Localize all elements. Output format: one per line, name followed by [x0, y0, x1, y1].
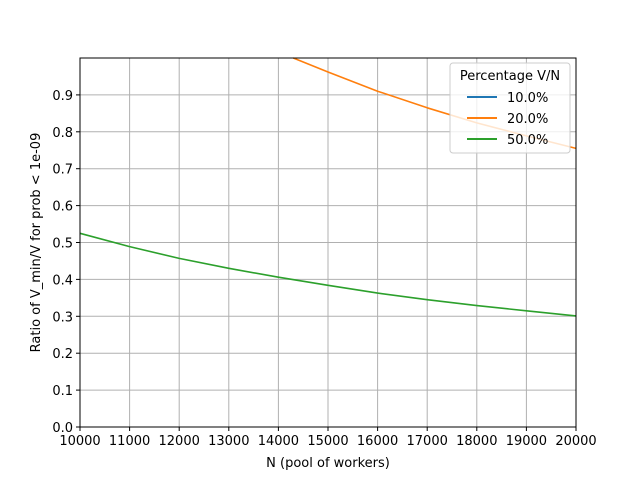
legend-label-series-3: 50.0% [507, 133, 548, 148]
x-tick-label: 16000 [357, 434, 398, 449]
x-tick-label: 14000 [258, 434, 299, 449]
y-tick-label: 0.1 [52, 384, 73, 399]
x-tick-label: 13000 [208, 434, 249, 449]
y-tick-label: 0.7 [52, 163, 73, 178]
x-axis-title: N (pool of workers) [266, 456, 390, 471]
x-tick-label: 19000 [506, 434, 547, 449]
x-tick-label: 10000 [59, 434, 100, 449]
y-tick-label: 0.4 [52, 273, 73, 288]
legend: Percentage V/N 10.0% 20.0% 50.0% [449, 62, 571, 154]
y-tick-label: 0.6 [52, 200, 73, 215]
y-tick-label: 0.8 [52, 126, 73, 141]
x-tick-label: 17000 [407, 434, 448, 449]
legend-title: Percentage V/N [460, 69, 560, 84]
x-tick-label: 11000 [109, 434, 150, 449]
legend-label-series-1: 10.0% [507, 91, 548, 106]
axis-ticks: 10000 11000 12000 13000 14000 15000 16000 17000… [52, 89, 596, 449]
y-axis-title: Ratio of V_min/V for prob < 1e-09 [29, 133, 44, 353]
legend-label-series-2: 20.0% [507, 112, 548, 127]
x-tick-label: 20000 [555, 434, 596, 449]
y-tick-label: 0.0 [52, 421, 73, 436]
y-tick-label: 0.3 [52, 310, 73, 325]
y-tick-label: 0.9 [52, 89, 73, 104]
x-tick-label: 12000 [159, 434, 200, 449]
legend-box [449, 62, 571, 154]
y-tick-label: 0.2 [52, 347, 73, 362]
y-tick-label: 0.5 [52, 237, 73, 252]
series-line-3 [79, 232, 577, 317]
x-tick-label: 15000 [307, 434, 348, 449]
x-tick-label: 18000 [456, 434, 497, 449]
